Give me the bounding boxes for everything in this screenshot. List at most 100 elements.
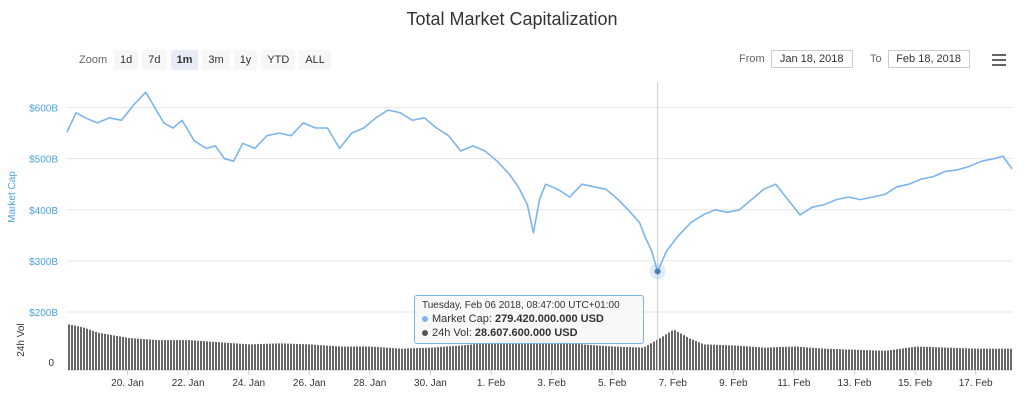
volume-bar <box>683 335 685 370</box>
volume-bar <box>674 330 676 370</box>
volume-bar <box>269 343 271 370</box>
volume-bar <box>524 337 526 370</box>
x-tick-label: 1. Feb <box>477 378 506 389</box>
volume-bar <box>386 347 388 370</box>
volume-bar <box>671 330 673 370</box>
volume-bar <box>479 343 481 370</box>
zoom-1y-button[interactable]: 1y <box>233 50 258 70</box>
volume-bar <box>848 349 850 370</box>
from-range: From <box>739 50 853 68</box>
zoom-all-button[interactable]: ALL <box>299 50 331 70</box>
volume-bar <box>71 324 73 370</box>
volume-bar <box>731 345 733 370</box>
volume-bar <box>185 340 187 370</box>
volume-bar <box>1007 348 1009 370</box>
volume-bar <box>122 337 124 370</box>
volume-bar <box>866 350 868 370</box>
volume-bar <box>665 334 667 370</box>
volume-bar <box>932 347 934 370</box>
volume-bar <box>836 349 838 370</box>
volume-bar <box>164 340 166 370</box>
volume-bar <box>566 342 568 370</box>
chart-title: Total Market Capitalization <box>406 9 618 29</box>
volume-bar <box>173 340 175 370</box>
volume-bar <box>752 346 754 370</box>
volume-bar <box>833 348 835 370</box>
volume-bar <box>215 342 217 370</box>
volume-bar <box>602 345 604 370</box>
volume-bar <box>128 338 130 370</box>
volume-bar <box>716 344 718 370</box>
volume-bar <box>350 346 352 370</box>
volume-bar <box>473 344 475 370</box>
volume-bar <box>653 341 655 370</box>
volume-bar <box>857 349 859 370</box>
volume-bar <box>113 335 115 370</box>
zoom-1d-button[interactable]: 1d <box>114 50 139 70</box>
from-date-input[interactable] <box>770 50 853 68</box>
volume-bar <box>377 347 379 370</box>
zoom-7d-button[interactable]: 7d <box>142 50 167 70</box>
volume-bar <box>248 344 250 370</box>
y-tick-label: $300B <box>29 257 58 268</box>
volume-bar <box>695 340 697 370</box>
volume-bar <box>452 346 454 370</box>
volume-bar <box>704 344 706 370</box>
volume-bar <box>413 348 415 370</box>
zoom-1m-button[interactable]: 1m <box>170 50 199 70</box>
menu-icon[interactable] <box>992 54 1006 66</box>
volume-bar <box>638 347 640 370</box>
volume-bar <box>710 344 712 370</box>
volume-bar <box>917 346 919 370</box>
volume-bar <box>398 348 400 370</box>
volume-bar <box>488 342 490 370</box>
volume-bar <box>500 341 502 370</box>
volume-bar <box>293 343 295 370</box>
volume-bar <box>260 344 262 370</box>
volume-bar <box>701 343 703 370</box>
volume-bar <box>101 333 103 370</box>
volume-bar <box>785 346 787 370</box>
volume-bar <box>359 346 361 370</box>
volume-bar <box>467 344 469 370</box>
zoom-3m-button[interactable]: 3m <box>202 50 230 70</box>
volume-bar <box>563 341 565 370</box>
volume-bar <box>422 347 424 370</box>
volume-bar <box>158 340 160 370</box>
to-date-input[interactable] <box>887 50 970 68</box>
volume-bar <box>827 348 829 370</box>
volume-bar <box>497 341 499 370</box>
volume-bar <box>791 346 793 370</box>
x-tick-label: 20. Jan <box>111 378 144 389</box>
volume-bar <box>461 345 463 370</box>
volume-bar <box>191 340 193 370</box>
volume-bar <box>458 345 460 370</box>
from-label: From <box>739 53 765 65</box>
volume-y-tick-label: 0 <box>48 358 54 369</box>
volume-bar <box>845 349 847 370</box>
volume-bar <box>206 341 208 370</box>
zoom-ytd-button[interactable]: YTD <box>261 50 296 70</box>
volume-bar <box>143 339 145 370</box>
volume-bar <box>686 336 688 370</box>
volume-axis-title: 24h Vol <box>16 323 27 356</box>
volume-bar <box>383 347 385 370</box>
volume-bar <box>821 348 823 370</box>
x-tick-label: 9. Feb <box>719 378 748 389</box>
volume-bar <box>530 336 532 370</box>
volume-bar <box>476 343 478 370</box>
volume-bar <box>512 339 514 370</box>
volume-bar <box>749 346 751 370</box>
volume-bar <box>560 341 562 370</box>
volume-bar <box>425 347 427 370</box>
volume-bar <box>761 347 763 370</box>
volume-bar <box>728 345 730 370</box>
volume-bar <box>404 348 406 370</box>
volume-bar <box>905 347 907 370</box>
volume-bar <box>899 348 901 370</box>
volume-bar <box>251 344 253 370</box>
volume-bar <box>446 346 448 370</box>
volume-bar <box>746 346 748 370</box>
volume-bar <box>176 340 178 370</box>
volume-bar <box>944 347 946 370</box>
